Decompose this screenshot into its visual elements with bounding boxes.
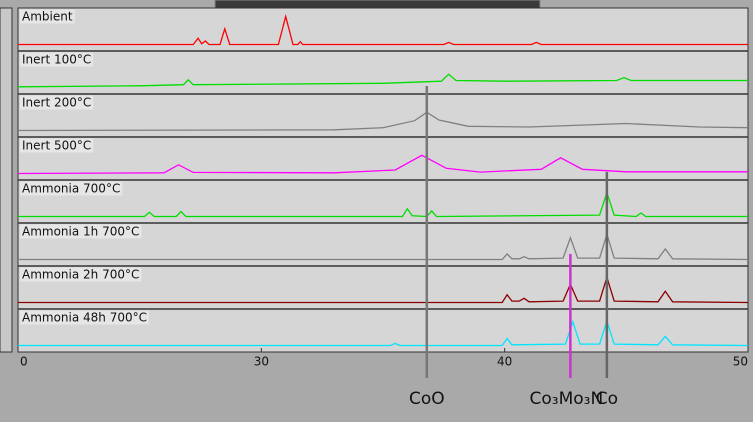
x-tick-label: 40 [497,355,512,369]
x-tick-label: 0 [20,355,28,369]
trace [18,232,749,261]
side-panel [0,7,13,353]
series-label: Ammonia 2h 700°C [22,268,139,282]
label-bg [20,9,75,24]
label-bg [20,138,94,153]
label-bg [20,224,142,239]
x-tick-label: 50 [733,355,748,369]
label-bg [20,52,94,67]
series-label: Ammonia 1h 700°C [22,225,139,239]
label-bg [20,310,150,325]
series-label: Inert 100°C [22,53,91,67]
series-label: Ammonia 700°C [22,182,120,196]
reference-label: Co [596,389,618,409]
label-bg [20,95,94,110]
series-label: Inert 200°C [22,96,91,110]
trace [17,73,748,88]
label-bg [20,267,142,282]
reference-label: Co₃Mo₃N [530,389,604,409]
x-tick-label: 30 [254,355,269,369]
reference-label: CoO [409,389,445,409]
trace [17,111,749,132]
trace [18,190,748,218]
series-label: Ambient [22,10,73,24]
trace [18,13,748,46]
series-label: Inert 500°C [22,139,91,153]
series-label: Ammonia 48h 700°C [22,311,147,325]
trace [17,154,748,175]
trace [18,318,749,347]
label-bg [20,181,123,196]
